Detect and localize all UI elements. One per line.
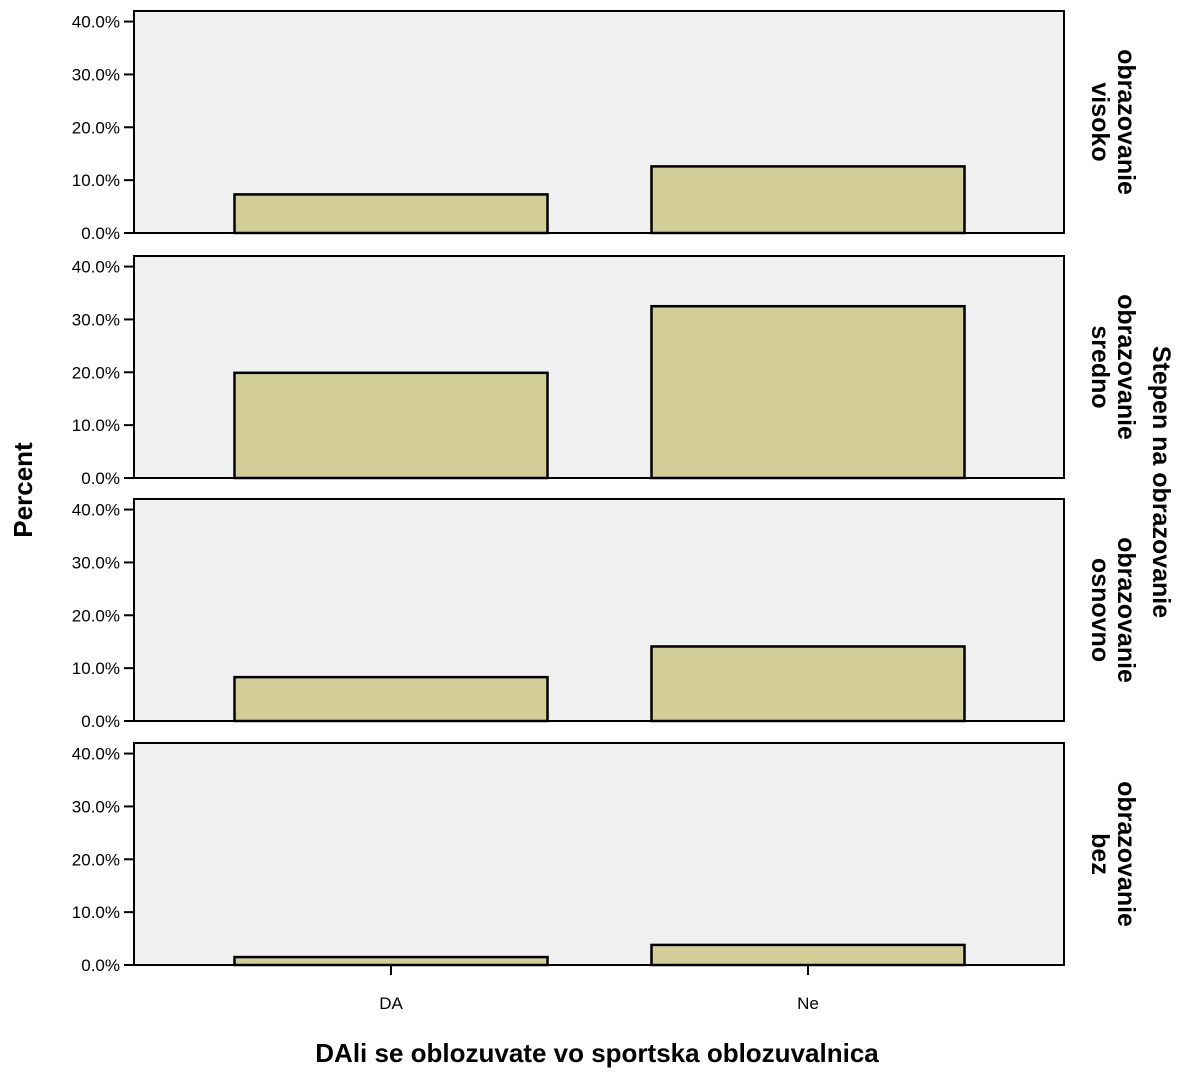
facet-axis-title: Stepen na obrazovanie (1147, 346, 1175, 618)
y-tick-label: 20.0% (72, 606, 120, 625)
y-tick-label: 0.0% (81, 956, 120, 975)
panel-frame (133, 742, 1065, 966)
y-tick-label: 40.0% (72, 13, 120, 32)
y-tick-label: 30.0% (72, 553, 120, 572)
facet-label: osnovno (1086, 558, 1114, 662)
x-tick-label: Ne (797, 994, 819, 1013)
y-tick-label: 10.0% (72, 416, 120, 435)
bar-da (233, 955, 549, 967)
bar-ne (650, 943, 966, 967)
panel-frame (133, 498, 1065, 722)
y-tick-label: 20.0% (72, 118, 120, 137)
y-tick-label: 30.0% (72, 310, 120, 329)
facet-label: obrazovanie (1112, 294, 1140, 440)
y-tick-label: 0.0% (81, 224, 120, 243)
x-tick-label: DA (379, 994, 403, 1013)
y-tick-label: 0.0% (81, 712, 120, 731)
panel-frame (133, 255, 1065, 479)
facet-label: obrazovanie (1112, 537, 1140, 683)
y-tick-label: 40.0% (72, 745, 120, 764)
facet-label: visoko (1086, 82, 1114, 161)
panel-frame (133, 10, 1065, 234)
panel-background (134, 743, 1064, 965)
facet-panel: 0.0% 10.0% 20.0% 30.0% 40.0% srednoobrazovani… (72, 255, 1140, 488)
facet-panel: 0.0% 10.0% 20.0% 30.0% 40.0% osnovnoobrazovan… (72, 498, 1140, 731)
panels-layer: 0.0%10.0%20.0%30.0%40.0%visokoobrazovani… (72, 10, 1140, 1013)
y-tick-label: 30.0% (72, 797, 120, 816)
bar-ne (650, 304, 966, 480)
y-tick-label: 10.0% (72, 171, 120, 190)
bar-da (233, 675, 549, 723)
y-tick-label: 40.0% (72, 501, 120, 520)
y-tick-label: 10.0% (72, 903, 120, 922)
facet-label: sredno (1086, 325, 1114, 408)
y-tick-label: 0.0% (81, 469, 120, 488)
bar-da (233, 371, 549, 480)
bar-ne (650, 165, 966, 235)
facet-label: obrazovanie (1112, 781, 1140, 927)
x-axis-title: DAli se oblozuvate vo sportska oblozuval… (315, 1038, 879, 1068)
facet-panel: 0.0% 10.0% 20.0% 30.0% 40.0% visokoobrazovani… (72, 10, 1140, 243)
facet-label: bez (1086, 833, 1114, 875)
y-tick-label: 30.0% (72, 65, 120, 84)
y-tick-label: 40.0% (72, 258, 120, 277)
bar-ne (650, 645, 966, 723)
y-tick-label: 20.0% (72, 850, 120, 869)
y-axis-title: Percent (8, 442, 38, 538)
bar-da (233, 193, 549, 235)
y-tick-label: 10.0% (72, 659, 120, 678)
y-tick-label: 20.0% (72, 363, 120, 382)
facet-label: obrazovanie (1112, 49, 1140, 195)
